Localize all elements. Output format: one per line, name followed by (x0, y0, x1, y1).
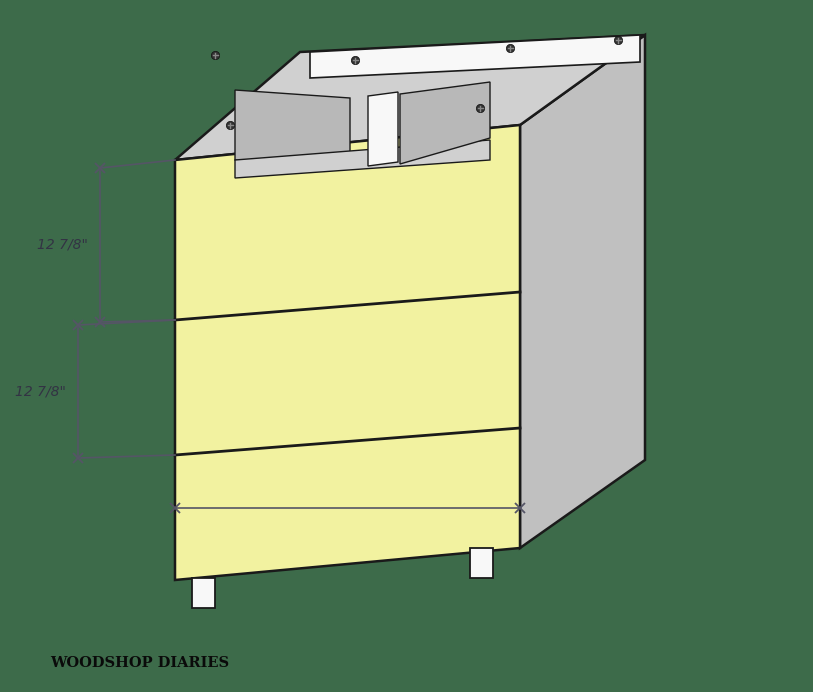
Text: 23 3/4": 23 3/4" (337, 479, 388, 493)
Polygon shape (192, 578, 215, 608)
Text: WOODSHOP DIARIES: WOODSHOP DIARIES (50, 656, 229, 670)
Polygon shape (175, 35, 645, 160)
Text: 12 7/8": 12 7/8" (37, 238, 88, 252)
Polygon shape (235, 90, 350, 168)
Polygon shape (520, 35, 645, 548)
Polygon shape (175, 125, 520, 580)
Polygon shape (400, 82, 490, 164)
Text: 12 7/8": 12 7/8" (15, 385, 66, 399)
Polygon shape (310, 35, 640, 78)
Polygon shape (368, 92, 398, 166)
Polygon shape (235, 140, 490, 178)
Polygon shape (470, 548, 493, 578)
